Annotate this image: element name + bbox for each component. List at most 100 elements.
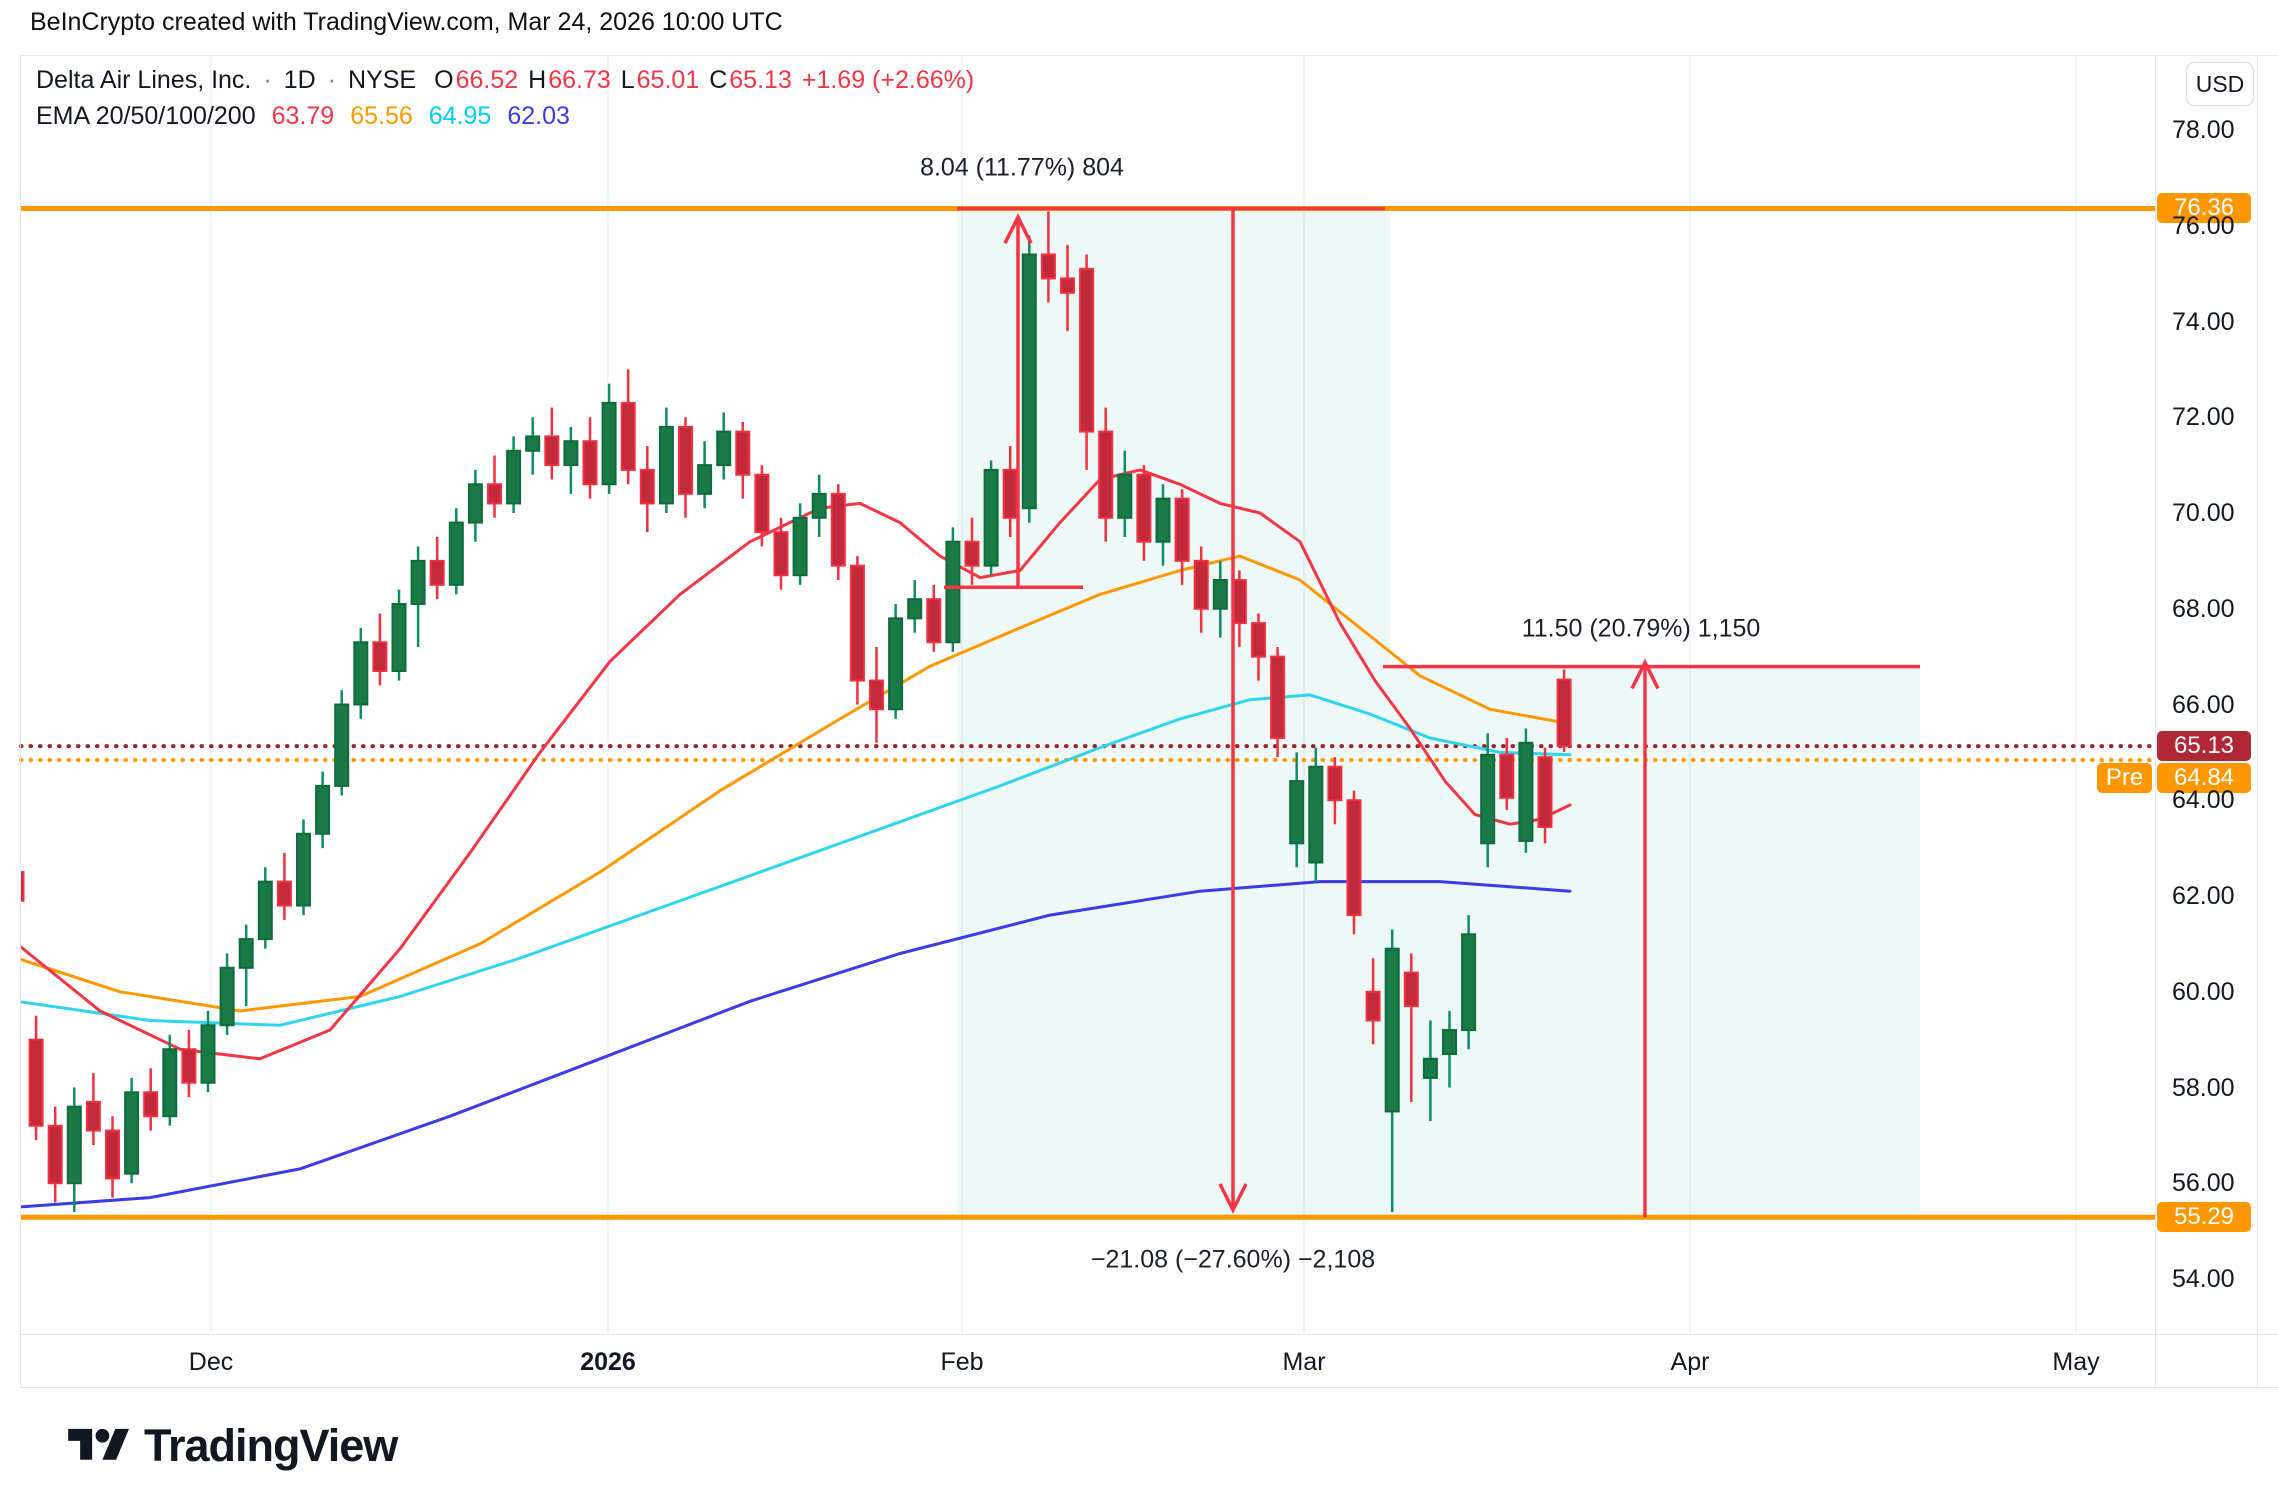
candle[interactable] (334, 690, 350, 796)
candle[interactable] (582, 417, 598, 499)
legend-separator: · (263, 66, 272, 94)
currency-button[interactable]: USD (2186, 62, 2254, 106)
candle[interactable] (124, 1077, 140, 1184)
candle[interactable] (1384, 929, 1400, 1212)
candle[interactable] (926, 584, 942, 652)
candle[interactable] (601, 383, 617, 494)
candle[interactable] (964, 517, 980, 585)
candle[interactable] (1174, 489, 1190, 585)
candle[interactable] (181, 1030, 197, 1098)
candle[interactable] (563, 426, 579, 494)
candle[interactable] (1289, 752, 1305, 868)
price-axis-label: 60.00 (2172, 977, 2235, 1006)
candle[interactable] (1002, 445, 1018, 537)
candle[interactable] (735, 422, 751, 499)
candle[interactable] (276, 852, 292, 920)
down-arrow[interactable] (1218, 208, 1248, 1214)
candle[interactable] (200, 1010, 216, 1093)
candle[interactable] (506, 436, 522, 513)
candle[interactable] (105, 1116, 120, 1198)
candle[interactable] (487, 455, 502, 518)
candle[interactable] (1040, 211, 1056, 303)
candle[interactable] (1021, 235, 1037, 523)
candle[interactable] (1079, 254, 1095, 470)
candle[interactable] (658, 407, 674, 513)
candle[interactable] (1499, 738, 1515, 810)
candle[interactable] (391, 589, 407, 681)
candle[interactable] (47, 1106, 63, 1203)
ema-200-line[interactable] (17, 880, 1572, 1209)
candle[interactable] (1251, 613, 1266, 681)
price-axis-label: 72.00 (2172, 403, 2235, 432)
candle[interactable] (257, 867, 273, 949)
candle[interactable] (1193, 546, 1209, 633)
candle[interactable] (353, 627, 369, 719)
candle[interactable] (1461, 915, 1477, 1050)
candle[interactable] (1117, 450, 1133, 537)
candle[interactable] (296, 819, 311, 916)
up-arrow[interactable] (1630, 658, 1660, 1218)
candle[interactable] (620, 369, 636, 485)
candle[interactable] (1060, 244, 1075, 332)
candle[interactable] (219, 953, 235, 1035)
candle[interactable] (1365, 958, 1381, 1045)
candle[interactable] (1537, 747, 1553, 844)
candle[interactable] (639, 445, 655, 533)
tradingview-logo[interactable]: TradingView (68, 1420, 398, 1472)
candle[interactable] (907, 580, 923, 633)
candle[interactable] (429, 536, 445, 600)
candle[interactable] (1346, 790, 1362, 935)
price-axis-separator[interactable] (2155, 55, 2156, 1387)
candle[interactable] (1212, 560, 1228, 638)
candle[interactable] (525, 417, 541, 475)
candle[interactable] (238, 924, 254, 1007)
candle[interactable] (143, 1068, 159, 1131)
ema-50-line[interactable] (17, 554, 1572, 1013)
candle[interactable] (1327, 757, 1343, 825)
candle[interactable] (945, 527, 961, 652)
candle[interactable] (372, 613, 388, 686)
candle[interactable] (66, 1087, 82, 1212)
candle[interactable] (410, 546, 426, 648)
candle[interactable] (448, 508, 464, 595)
candle[interactable] (1518, 728, 1534, 853)
candle[interactable] (1556, 669, 1572, 752)
candle[interactable] (983, 460, 999, 576)
candle[interactable] (1480, 733, 1496, 868)
candle[interactable] (869, 647, 884, 743)
candle[interactable] (28, 1015, 44, 1141)
up-arrow[interactable] (1003, 213, 1033, 588)
candle[interactable] (697, 441, 713, 509)
candle[interactable] (1098, 407, 1114, 542)
ema-100-line[interactable] (17, 693, 1572, 1027)
panel-right-border (2257, 55, 2258, 1387)
candle[interactable] (1231, 570, 1247, 648)
candle[interactable] (544, 407, 560, 480)
candle[interactable] (315, 771, 331, 849)
candle[interactable] (467, 469, 483, 542)
candle[interactable] (1308, 747, 1324, 882)
candle[interactable] (1155, 484, 1171, 566)
candle[interactable] (85, 1073, 101, 1145)
candle[interactable] (1403, 953, 1419, 1102)
candle[interactable] (1136, 465, 1152, 561)
candle[interactable] (1422, 1020, 1438, 1122)
time-axis-separator[interactable] (20, 1334, 2278, 1335)
candle[interactable] (888, 603, 904, 719)
candle[interactable] (11, 862, 25, 910)
candle[interactable] (849, 556, 865, 705)
candle[interactable] (678, 417, 693, 518)
candle[interactable] (1270, 647, 1286, 758)
candle[interactable] (754, 465, 770, 547)
candle[interactable] (792, 503, 808, 585)
candle[interactable] (162, 1034, 178, 1126)
candle[interactable] (1442, 1010, 1457, 1088)
candle[interactable] (716, 412, 732, 480)
candle[interactable] (811, 474, 827, 537)
candle[interactable] (773, 517, 789, 590)
ema-legend-row[interactable]: EMA 20/50/100/200 63.79 65.56 64.95 62.0… (36, 102, 570, 131)
symbol-legend-row[interactable]: Delta Air Lines, Inc. · 1D · NYSE O 66.5… (36, 66, 974, 95)
ema-20-line[interactable] (17, 468, 1572, 1061)
candle[interactable] (830, 484, 846, 581)
